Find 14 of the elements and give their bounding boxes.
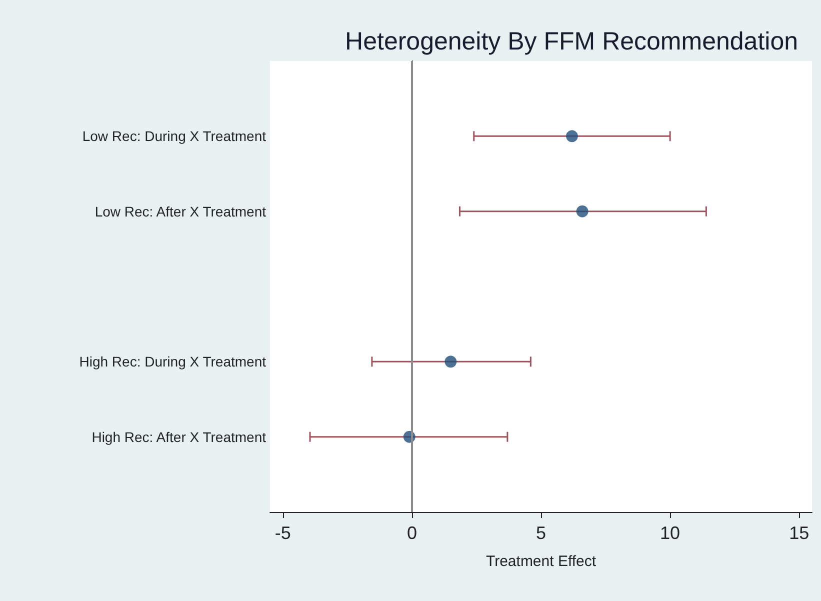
y-tick-label: High Rec: After X Treatment [92,428,266,445]
y-tick-label: Low Rec: After X Treatment [94,203,266,220]
x-tick-label: 0 [406,523,417,543]
x-tick-label: 5 [536,523,546,543]
point [566,130,578,142]
point [444,356,457,368]
x-tick-label: 15 [789,523,810,543]
x-tick-label: -5 [274,523,291,543]
point [576,205,588,218]
x-axis-title: Treatment Effect [486,553,597,570]
chart-title: Heterogeneity By FFM Recommendation [345,28,798,56]
y-tick-label: High Rec: During X Treatment [79,354,266,370]
x-tick-label: 10 [660,523,680,543]
y-tick-label: Low Rec: During X Treatment [82,128,266,144]
